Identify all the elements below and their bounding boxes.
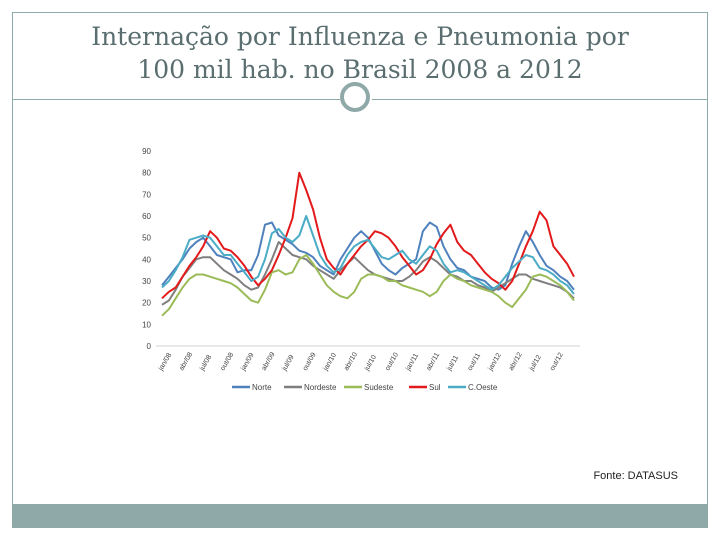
series-line-sudeste	[161, 254, 575, 317]
title-line-2: 100 mil hab. no Brasil 2008 a 2012	[137, 55, 583, 84]
x-tick-label: jan/12	[487, 352, 503, 373]
x-tick-label: abr/10	[343, 351, 359, 372]
x-tick-label: jul/12	[528, 354, 543, 373]
x-tick-label: jan/10	[322, 352, 338, 373]
legend-label-sul: Sul	[429, 383, 441, 392]
x-tick-label: out/12	[549, 352, 565, 372]
source-note: Fonte: DATASUS	[593, 470, 678, 482]
y-tick-label: 20	[142, 299, 151, 308]
x-tick-label: out/10	[384, 352, 400, 372]
y-tick-label: 80	[142, 169, 151, 178]
x-tick-label: jul/10	[363, 354, 378, 373]
x-tick-label: jul/11	[446, 354, 461, 373]
x-tick-label: jul/09	[281, 354, 296, 373]
x-tick-label: abr/12	[508, 351, 524, 372]
x-tick-label: abr/09	[261, 351, 277, 372]
series-line-sul	[161, 171, 575, 300]
title-line-1: Internação por Influenza e Pneumonia por	[91, 22, 629, 51]
x-tick-label: out/09	[302, 352, 318, 372]
series-line-nordeste	[161, 241, 575, 306]
slide-title: Internação por Influenza e Pneumonia por…	[12, 20, 708, 86]
x-tick-label: abr/08	[178, 351, 194, 372]
y-tick-label: 10	[142, 320, 151, 329]
legend-label-nordeste: Nordeste	[304, 383, 337, 392]
title-rule-right	[372, 99, 708, 100]
legend-label-sudeste: Sudeste	[364, 383, 394, 392]
legend-label-norte: Norte	[252, 383, 272, 392]
x-tick-label: out/11	[467, 352, 483, 372]
x-tick-label: jan/09	[240, 352, 256, 373]
y-tick-label: 30	[142, 277, 151, 286]
y-tick-label: 0	[147, 342, 152, 351]
y-tick-label: 90	[142, 147, 151, 156]
x-tick-label: jan/08	[157, 352, 173, 373]
title-rule-left	[12, 99, 340, 100]
y-tick-label: 50	[142, 234, 151, 243]
ring-ornament	[340, 82, 370, 112]
legend-label-coeste: C.Oeste	[468, 383, 498, 392]
y-tick-label: 60	[142, 212, 151, 221]
y-tick-label: 70	[142, 190, 151, 199]
x-tick-label: jan/11	[404, 352, 420, 373]
series-line-norte	[161, 221, 575, 291]
x-tick-label: abr/11	[425, 352, 441, 372]
x-tick-label: jul/08	[198, 354, 213, 373]
x-tick-label: out/08	[219, 352, 235, 372]
series-line-coeste	[161, 215, 575, 295]
footer-bar	[12, 504, 708, 528]
y-tick-label: 40	[142, 255, 151, 264]
